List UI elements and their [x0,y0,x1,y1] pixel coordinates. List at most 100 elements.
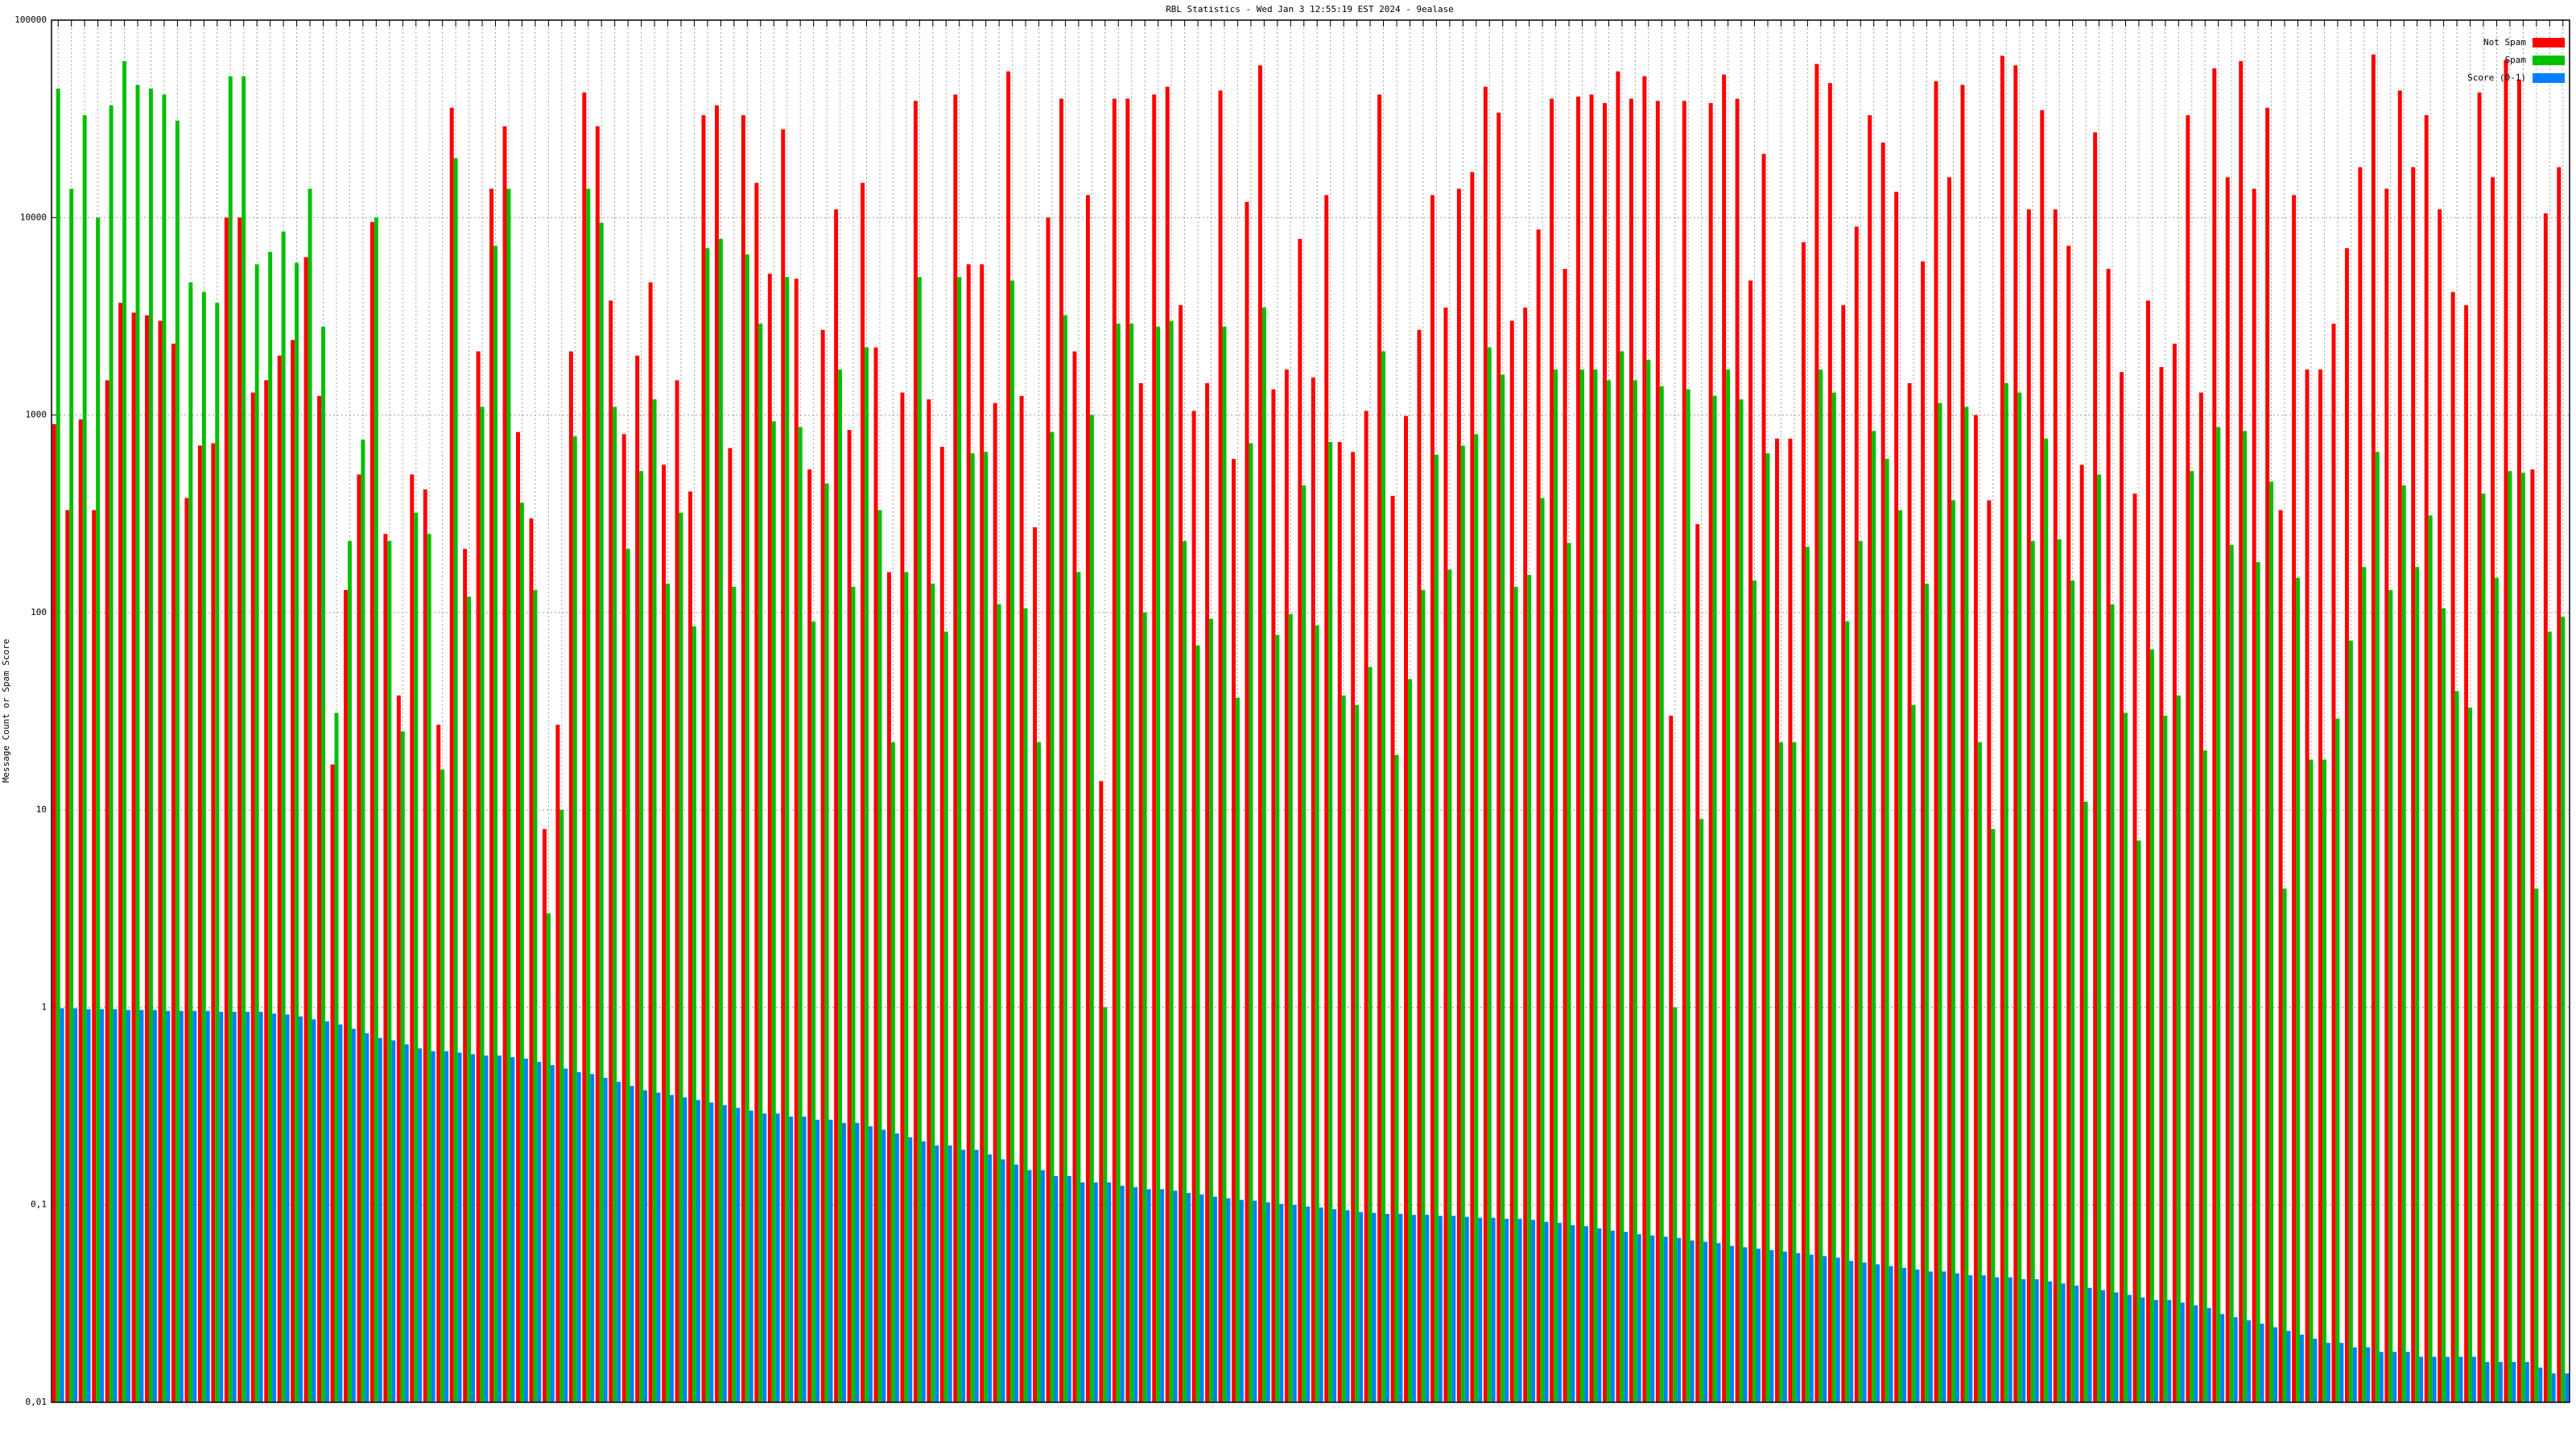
bar [873,347,878,1402]
bar [741,115,745,1402]
bar [921,1141,926,1402]
bar [1778,742,1783,1402]
bar [166,1010,171,1402]
bar [1152,94,1157,1402]
plot-frame [51,19,2570,1403]
bar [224,217,229,1403]
chart-title: RBL Statistics - Wed Jan 3 12:55:19 EST … [1166,4,1454,14]
bar [65,510,70,1402]
bar [96,217,101,1403]
bar [268,251,273,1403]
bar [1364,411,1368,1402]
bar [1730,1245,1734,1402]
bar [2198,392,2203,1402]
bar [2432,1356,2437,1402]
bar [900,392,905,1402]
bar [1319,1207,1323,1402]
bar [609,300,613,1403]
bar [497,1055,502,1402]
bar [1876,1264,1880,1402]
bar [2366,1347,2371,1402]
bar [559,810,564,1402]
bar [546,913,551,1402]
bar [1960,85,1965,1403]
bar [1138,382,1143,1402]
bar [2044,438,2049,1402]
bar [666,584,671,1402]
bar [1703,1241,1708,1402]
bar [1183,541,1187,1402]
bar [1964,407,1969,1402]
bar [1169,320,1174,1402]
bar [1805,547,1810,1403]
bar [1390,495,1395,1402]
bar [1880,142,1885,1402]
bar [2101,1290,2105,1402]
bar [1199,1194,1204,1402]
bar [582,92,587,1403]
bar [947,1145,952,1402]
bar [1179,305,1183,1402]
bar [171,343,175,1403]
bar [758,324,763,1402]
legend-label: Spam [2505,55,2527,65]
bar [957,277,962,1403]
bar [1650,1235,1655,1402]
bar [815,1119,820,1402]
bar [303,257,308,1402]
bar [1955,1273,1959,1402]
bar [1209,618,1213,1402]
bar [1125,98,1130,1402]
bar [984,452,989,1402]
bar [1133,1187,1138,1402]
bar [794,279,799,1403]
bar [1355,704,1360,1402]
bar [1968,1275,1973,1402]
bar [60,1008,64,1402]
bar [568,351,573,1402]
bar [890,742,895,1402]
bar [1792,742,1797,1402]
bar [621,434,626,1402]
bar [1191,411,1196,1402]
bar [1054,1175,1059,1402]
bar [1212,1196,1217,1402]
bar [2415,567,2420,1402]
bar [2159,366,2164,1403]
bar [1938,402,1942,1402]
bar [1063,315,1067,1403]
bar [344,589,348,1402]
bar [2061,1283,2066,1402]
bar [2309,759,2314,1402]
bar [1341,695,1346,1402]
bar [2339,1343,2344,1402]
bar [2079,464,2084,1402]
bar [1915,1269,1920,1402]
bar [1659,386,1664,1403]
bar [449,107,454,1403]
bar [1642,76,1647,1403]
bar [970,453,975,1402]
bar [2172,343,2177,1403]
bar [2405,1352,2410,1402]
bar [1756,1249,1761,1402]
bar [1743,1247,1748,1402]
bar [1854,226,1859,1402]
bar [250,392,255,1402]
bar [1748,280,1753,1403]
bar [1646,360,1651,1402]
bar [440,770,445,1402]
y-tick-label: 100000 [14,14,47,25]
bar [418,1048,423,1402]
bar [387,541,392,1402]
bar [2331,324,2336,1402]
bar [635,355,640,1403]
bar [73,1008,78,1402]
bar [533,589,538,1402]
bar [1089,415,1094,1402]
bar [1752,580,1757,1402]
bar [771,421,776,1402]
bar [1302,485,1307,1403]
bar [1298,238,1302,1402]
bar [865,347,869,1402]
